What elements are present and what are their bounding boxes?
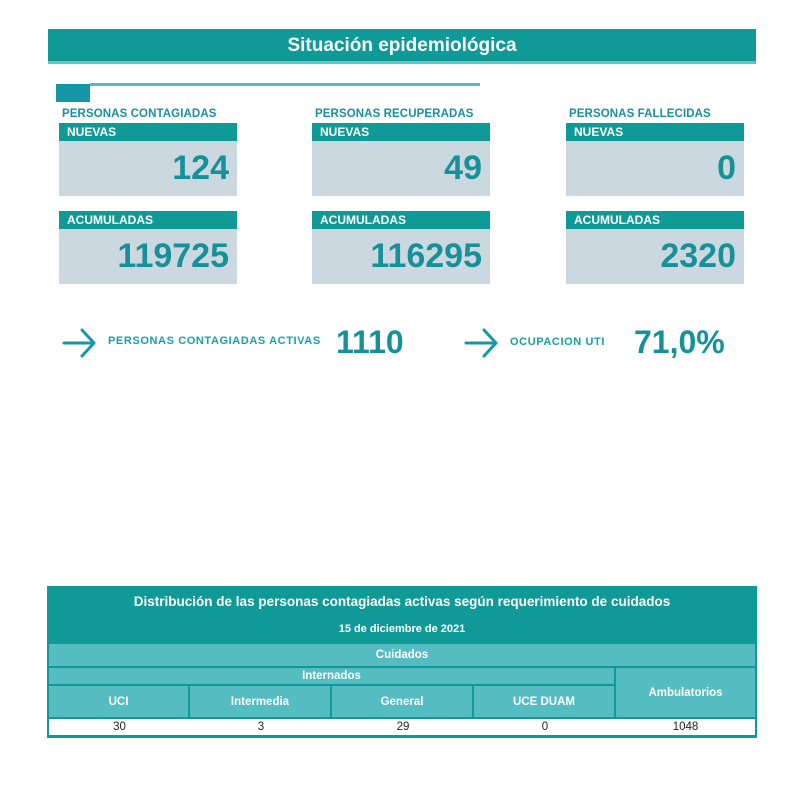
group-label-fallecidas: PERSONAS FALLECIDAS (569, 108, 711, 120)
table-title: Distribución de las personas contagiadas… (133, 594, 671, 609)
header-internados: Internados (49, 668, 614, 684)
card-value: 2320 (660, 237, 736, 275)
card-recuperadas-nuevas: NUEVAS 49 (312, 123, 490, 196)
kpi-label-activas: PERSONAS CONTAGIADAS ACTIVAS (108, 335, 321, 347)
header-intermedia: Intermedia (190, 686, 330, 717)
kpi-label-uti: OCUPACION UTI (510, 336, 605, 348)
group-label-recuperadas: PERSONAS RECUPERADAS (315, 108, 474, 120)
decorative-accent-block (56, 84, 90, 102)
header-ambulatorios: Ambulatorios (616, 668, 755, 717)
value-general: 29 (332, 719, 474, 735)
card-header: NUEVAS (312, 123, 490, 141)
header-uci: UCI (49, 686, 188, 717)
card-header: ACUMULADAS (59, 211, 237, 229)
card-contagiadas-nuevas: NUEVAS 124 (59, 123, 237, 196)
card-value: 124 (172, 149, 229, 187)
card-header: NUEVAS (59, 123, 237, 141)
card-header: ACUMULADAS (566, 211, 744, 229)
kpi-value-uti: 71,0% (634, 324, 725, 360)
card-contagiadas-acumuladas: ACUMULADAS 119725 (59, 211, 237, 284)
value-uce-duam: 0 (474, 719, 616, 735)
decorative-accent-line (90, 83, 480, 86)
card-header: ACUMULADAS (312, 211, 490, 229)
value-uci: 30 (49, 719, 190, 735)
card-fallecidas-acumuladas: ACUMULADAS 2320 (566, 211, 744, 284)
card-value: 49 (444, 149, 482, 187)
group-label-contagiadas: PERSONAS CONTAGIADAS (62, 108, 217, 120)
card-fallecidas-nuevas: NUEVAS 0 (566, 123, 744, 196)
care-distribution-table: Distribución de las personas contagiadas… (47, 586, 757, 738)
value-intermedia: 3 (190, 719, 332, 735)
card-header: NUEVAS (566, 123, 744, 141)
card-value: 116295 (370, 237, 482, 275)
header-uce-duam: UCE DUAM (474, 686, 614, 717)
arrow-right-icon (464, 328, 498, 358)
card-value: 0 (717, 149, 736, 187)
table-date: 15 de diciembre de 2021 (338, 623, 466, 635)
card-value: 119725 (117, 237, 229, 275)
kpi-value-activas: 1110 (336, 324, 404, 360)
header-cuidados: Cuidados (49, 644, 755, 666)
arrow-right-icon (62, 328, 96, 358)
page-title-banner: Situación epidemiológica (48, 29, 756, 64)
header-general: General (332, 686, 472, 717)
value-ambulatorios: 1048 (616, 719, 755, 735)
card-recuperadas-acumuladas: ACUMULADAS 116295 (312, 211, 490, 284)
